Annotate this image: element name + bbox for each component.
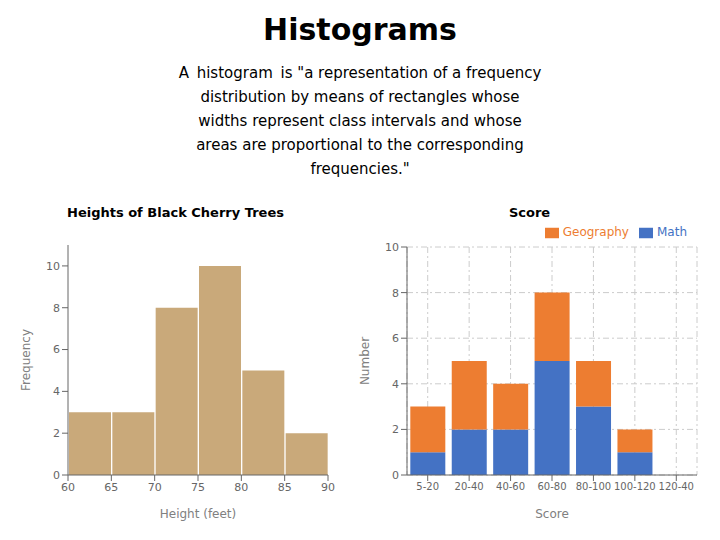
html-text:widths represent class interva: widths represent class intervals and who…	[198, 112, 522, 130]
svg-text:75: 75	[191, 481, 205, 494]
svg-text:80-100: 80-100	[576, 481, 611, 492]
html-text:Heights of Black Cherry Trees: Heights of Black Cherry Trees	[67, 205, 284, 220]
svg-text:0: 0	[392, 469, 399, 482]
svg-text:80: 80	[234, 481, 248, 494]
svg-text:0: 0	[53, 469, 60, 482]
svg-text:60-80: 60-80	[537, 481, 566, 492]
html-text:Score: Score	[508, 205, 551, 220]
svg-text:4: 4	[53, 385, 60, 398]
svg-text:60: 60	[61, 481, 75, 494]
svg-text:85: 85	[278, 481, 292, 494]
html-text:areas are proportional to the: areas are proportional to the correspond…	[196, 136, 524, 154]
html-text:frequencies.": frequencies."	[310, 160, 410, 178]
svg-text:70: 70	[148, 481, 162, 494]
svg-text:65: 65	[104, 481, 118, 494]
html-text:Histograms: Histograms	[263, 12, 457, 47]
svg-text:Score: Score	[535, 507, 569, 521]
svg-text:4: 4	[392, 378, 399, 391]
svg-text:10: 10	[385, 241, 399, 254]
svg-text:8: 8	[392, 287, 399, 300]
html-text:Geography: Geography	[562, 225, 629, 239]
svg-text:Height (feet): Height (feet)	[160, 507, 237, 521]
svg-text:40-60: 40-60	[496, 481, 525, 492]
svg-text:Frequency: Frequency	[19, 329, 33, 391]
svg-text:5-20: 5-20	[416, 481, 439, 492]
html-text:A histogram is "a representati: A histogram is "a representation of a fr…	[178, 64, 542, 82]
html-text:Math: Math	[657, 225, 687, 239]
svg-text:90: 90	[321, 481, 335, 494]
svg-text:2: 2	[53, 427, 60, 440]
svg-text:20-40: 20-40	[455, 481, 484, 492]
svg-text:6: 6	[392, 332, 399, 345]
svg-text:120-40: 120-40	[659, 481, 694, 492]
svg-text:6: 6	[53, 343, 60, 356]
svg-text:8: 8	[53, 302, 60, 315]
html-text:distribution by means of recta: distribution by means of rectangles whos…	[200, 88, 520, 106]
svg-text:100-120: 100-120	[614, 481, 656, 492]
svg-text:2: 2	[392, 423, 399, 436]
svg-text:Number: Number	[358, 337, 372, 385]
svg-text:10: 10	[46, 260, 60, 273]
